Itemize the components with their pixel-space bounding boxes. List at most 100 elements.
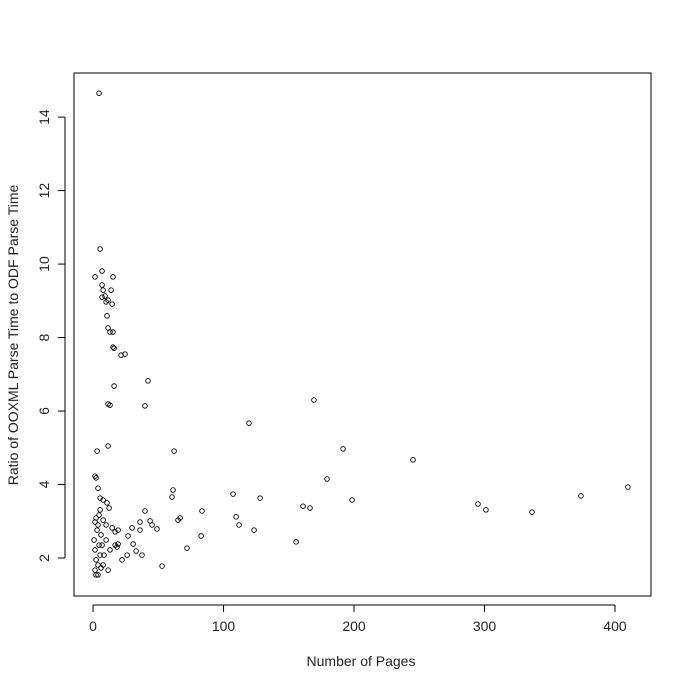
x-tick-label: 0 xyxy=(89,618,97,634)
point xyxy=(251,527,257,533)
point xyxy=(108,287,114,293)
plot-frame xyxy=(73,72,652,597)
x-tick-label: 100 xyxy=(212,618,236,634)
point xyxy=(122,351,128,357)
point xyxy=(100,287,106,293)
point xyxy=(92,519,98,525)
point xyxy=(340,446,346,452)
y-tick-label: 4 xyxy=(36,480,52,488)
point xyxy=(529,509,535,515)
point xyxy=(97,246,103,252)
point xyxy=(169,494,175,500)
point xyxy=(119,557,125,563)
point xyxy=(199,508,205,514)
point xyxy=(97,507,103,513)
point xyxy=(293,539,299,545)
point xyxy=(236,522,242,528)
point xyxy=(149,522,155,528)
point xyxy=(98,532,104,538)
point xyxy=(104,500,110,506)
point xyxy=(137,519,143,525)
point xyxy=(142,403,148,409)
point xyxy=(111,345,117,351)
point xyxy=(110,274,116,280)
point xyxy=(129,525,135,531)
point xyxy=(139,552,145,558)
point xyxy=(198,533,204,539)
point xyxy=(410,457,416,463)
point xyxy=(91,537,97,543)
point xyxy=(109,301,115,307)
point xyxy=(105,443,111,449)
point xyxy=(92,547,98,553)
y-tick-label: 8 xyxy=(36,333,52,341)
point xyxy=(94,527,100,533)
point xyxy=(133,548,139,554)
point xyxy=(125,533,131,539)
y-tick-label: 10 xyxy=(36,256,52,272)
point xyxy=(114,544,120,550)
y-tick-label: 12 xyxy=(36,183,52,199)
point xyxy=(99,542,105,548)
point xyxy=(95,522,101,528)
point xyxy=(124,552,130,558)
point xyxy=(154,526,160,532)
point xyxy=(170,487,176,493)
point xyxy=(142,508,148,514)
point xyxy=(93,572,99,578)
point xyxy=(98,565,104,571)
point xyxy=(106,505,112,511)
point xyxy=(96,512,102,518)
point xyxy=(103,522,109,528)
y-tick-label: 2 xyxy=(36,554,52,562)
point xyxy=(92,567,98,573)
y-tick-label: 6 xyxy=(36,407,52,415)
point xyxy=(100,497,106,503)
point xyxy=(130,541,136,547)
point xyxy=(101,552,107,558)
point xyxy=(475,501,481,507)
point xyxy=(92,274,98,280)
point xyxy=(578,493,584,499)
point xyxy=(99,294,105,300)
x-axis-title: Number of Pages xyxy=(307,653,416,669)
point xyxy=(110,344,116,350)
y-axis-title: Ratio of OOXML Parse Time to ODF Parse T… xyxy=(5,185,21,486)
y-tick-label: 14 xyxy=(36,109,52,125)
point xyxy=(111,383,117,389)
x-tick-label: 200 xyxy=(342,618,366,634)
point xyxy=(145,378,151,384)
point xyxy=(110,329,116,335)
point xyxy=(112,529,118,535)
point xyxy=(246,420,252,426)
point xyxy=(103,299,109,305)
point xyxy=(324,476,330,482)
point xyxy=(159,563,165,569)
x-tick-label: 400 xyxy=(603,618,627,634)
point xyxy=(483,507,489,513)
point xyxy=(94,448,100,454)
point xyxy=(349,497,355,503)
point xyxy=(307,505,313,511)
point xyxy=(107,547,113,553)
point xyxy=(257,495,263,501)
point xyxy=(171,448,177,454)
point xyxy=(103,537,109,543)
point xyxy=(104,313,110,319)
point xyxy=(233,514,239,520)
point xyxy=(230,491,236,497)
x-tick-label: 300 xyxy=(473,618,497,634)
point xyxy=(100,517,106,523)
point xyxy=(115,541,121,547)
point xyxy=(95,485,101,491)
point xyxy=(99,282,105,288)
point xyxy=(95,562,101,568)
point xyxy=(311,397,317,403)
point xyxy=(625,484,631,490)
point xyxy=(96,90,102,96)
point xyxy=(300,503,306,509)
point xyxy=(107,329,113,335)
point xyxy=(95,572,101,578)
point xyxy=(109,525,115,531)
